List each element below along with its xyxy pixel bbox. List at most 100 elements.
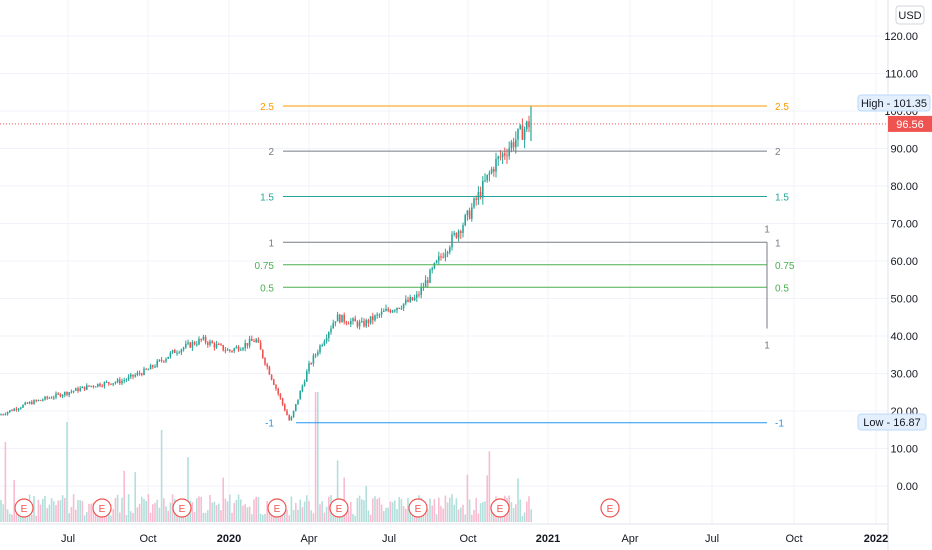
candle-body (189, 342, 191, 348)
volume-bar (471, 514, 473, 522)
candle-body (35, 400, 37, 402)
candle-body (455, 232, 458, 238)
volume-bar (110, 515, 112, 522)
candle-body (204, 336, 207, 343)
earnings-label: E (336, 504, 343, 515)
candle-body (0, 414, 2, 416)
candle-body (306, 371, 308, 382)
volume-bar (429, 498, 431, 522)
candle-body (9, 410, 11, 413)
fib-level-label-left: -1 (265, 419, 274, 430)
volume-bar (55, 505, 57, 522)
fibonacci-extension[interactable]: 2.5 2.52 21.5 1.51 10.75 0.750.5 0.5-1 -111 (255, 102, 795, 430)
candle-body (314, 354, 317, 356)
volume-bar (231, 512, 233, 522)
candle-body (200, 338, 202, 340)
candle-body (325, 337, 328, 342)
candle-body (59, 393, 62, 397)
volume-bar (515, 504, 517, 522)
candle-body (193, 342, 196, 345)
candle-body (345, 321, 348, 324)
candle-body (515, 139, 517, 148)
candle-body (411, 297, 414, 301)
volume-bar (196, 498, 198, 522)
volume-bar (235, 499, 238, 522)
candle-body (207, 342, 209, 345)
volume-bar (6, 509, 9, 522)
volume-bar (125, 515, 128, 522)
time-tick-label: 2021 (536, 533, 560, 545)
candle-body (33, 400, 35, 405)
earnings-icon[interactable] (329, 498, 349, 518)
candle-body (81, 386, 84, 389)
candle-body (185, 343, 187, 348)
candle-body (468, 210, 471, 219)
volume-bar (90, 503, 92, 522)
volume-bar (530, 509, 532, 522)
candle-body (409, 297, 411, 302)
volume-bar (200, 496, 202, 522)
candle-body (413, 297, 416, 301)
volume-bar (385, 507, 387, 522)
volume-bar (244, 504, 246, 522)
volume-bar (277, 515, 279, 522)
earnings-icon[interactable] (267, 498, 287, 518)
candle-body (473, 198, 475, 208)
candle-body (240, 349, 242, 351)
time-tick-label: Jul (61, 533, 75, 545)
candle-body (116, 379, 119, 383)
candle-body (387, 308, 389, 311)
candle-body (152, 365, 154, 368)
volume-bar (517, 478, 519, 522)
volume-bar (42, 498, 44, 522)
candle-body (466, 210, 469, 216)
earnings-icon[interactable] (600, 498, 620, 518)
candle-body (297, 399, 299, 405)
volume-bar (15, 514, 18, 522)
time-axis[interactable]: Jul Oct 2020 Apr Jul Oct 2021 Apr Jul Oct 2022 (61, 533, 888, 545)
volume-bar (431, 505, 433, 522)
candle-body (506, 155, 508, 157)
candle-body (266, 364, 268, 367)
volume-bar (112, 509, 114, 522)
candle-body (130, 374, 132, 377)
candle-body (6, 412, 9, 415)
candle-body (519, 125, 521, 129)
candle-body (493, 169, 495, 172)
candle-body (136, 372, 139, 375)
candle-body (374, 315, 376, 321)
candle-body (237, 346, 240, 351)
currency-button[interactable] (895, 5, 925, 25)
earnings-icon[interactable] (14, 498, 34, 518)
candle-body (20, 407, 22, 409)
candle-body (251, 338, 253, 341)
time-tick-label: Jul (382, 533, 396, 545)
price-tick-label: 110.00 (885, 69, 918, 81)
volume-bar (152, 504, 154, 522)
earnings-icon[interactable] (172, 498, 192, 518)
volume-bar (314, 392, 317, 522)
volume-bar (475, 497, 477, 522)
candle-body (504, 153, 506, 156)
volume-bar (325, 506, 328, 522)
volume-bar (268, 511, 271, 522)
volume-bar (81, 501, 84, 522)
candle-body (394, 310, 396, 312)
candle-body (424, 280, 427, 288)
price-axis[interactable]: 120.00110.00100.0090.0080.0070.0060.0050… (884, 31, 918, 493)
candle-body (2, 414, 4, 416)
earnings-icon[interactable] (92, 498, 112, 518)
candle-body (343, 314, 345, 322)
candle-body (356, 321, 359, 327)
candle-body (521, 125, 524, 140)
volume-bar (319, 504, 321, 522)
candle-body (402, 303, 405, 309)
earnings-icon[interactable] (490, 498, 510, 518)
volume-bar (358, 495, 361, 522)
candle-body (284, 404, 286, 411)
candle-body (396, 307, 398, 311)
earnings-icon[interactable] (408, 498, 428, 518)
time-tick-label: Jul (705, 533, 719, 545)
